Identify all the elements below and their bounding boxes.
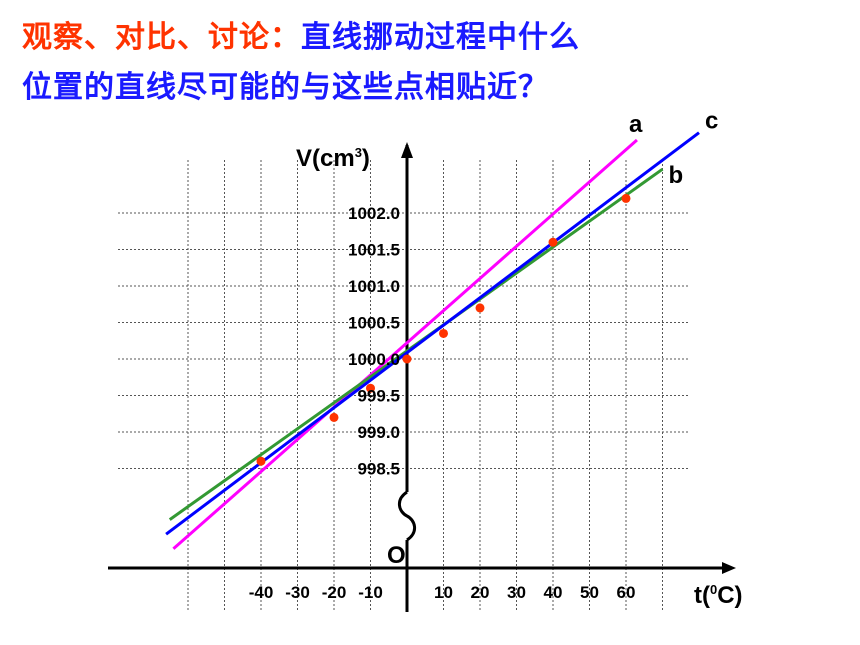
x-tick-label: 60	[617, 583, 636, 602]
data-point	[329, 412, 339, 422]
fit-lines	[165, 131, 700, 550]
chart-axes	[108, 142, 736, 612]
data-point	[256, 456, 266, 466]
x-tick-label: -30	[285, 583, 310, 602]
x-tick-label: 20	[471, 583, 490, 602]
data-point	[366, 383, 375, 393]
data-points	[256, 193, 631, 466]
x-tick-label: 30	[507, 583, 526, 602]
y-axis-arrow-icon	[401, 142, 413, 158]
y-axis-label: V(cm3)	[296, 145, 370, 172]
data-point	[402, 354, 412, 364]
heading-line-2: 位置的直线尽可能的与这些点相贴近？	[22, 62, 549, 106]
data-point	[475, 303, 485, 313]
data-point	[439, 328, 448, 338]
x-axis-label: t(0C)	[694, 582, 743, 609]
fit-line-a	[172, 138, 638, 550]
x-tick-label: 10	[434, 583, 453, 602]
x-axis-arrow-icon	[722, 562, 736, 574]
origin-label: O	[387, 542, 406, 569]
y-axis-break-icon	[398, 490, 416, 542]
y-tick-label: 999.5	[357, 387, 400, 406]
x-tick-label: 50	[580, 583, 599, 602]
y-tick-labels: 998.5 999.0 999.5 1000.0 1000.5 1001.0 1001.5 1…	[348, 204, 400, 479]
line-label-b: b	[669, 162, 684, 189]
y-tick-label: 1001.5	[348, 241, 400, 260]
y-tick-label: 1000.0	[348, 350, 400, 369]
line-label-a: a	[629, 111, 643, 138]
y-tick-label: 999.0	[357, 423, 400, 442]
heading-line-1: 观察、对比、讨论：直线挪动过程中什么	[22, 12, 580, 56]
heading-question-part-2: 位置的直线尽可能的与这些点相贴近？	[22, 70, 549, 105]
data-point	[621, 193, 631, 203]
data-point	[548, 237, 558, 247]
x-tick-label: -20	[322, 583, 347, 602]
heading-prompt: 观察、对比、讨论：	[22, 20, 301, 55]
heading-question-part-1: 直线挪动过程中什么	[301, 20, 580, 55]
x-tick-label: -40	[249, 583, 274, 602]
y-tick-label: 998.5	[357, 460, 400, 479]
y-tick-label: 1001.0	[348, 277, 400, 296]
y-tick-label: 1000.5	[348, 314, 400, 333]
y-tick-label: 1002.0	[348, 204, 400, 223]
x-tick-labels: -40 -30 -20 -10 10 20 30 40 50 60	[249, 583, 636, 602]
x-tick-label: 40	[544, 583, 563, 602]
x-tick-label: -10	[358, 583, 383, 602]
line-labels: abc	[629, 108, 718, 190]
fit-line-c	[165, 131, 700, 536]
line-label-c: c	[705, 108, 718, 135]
